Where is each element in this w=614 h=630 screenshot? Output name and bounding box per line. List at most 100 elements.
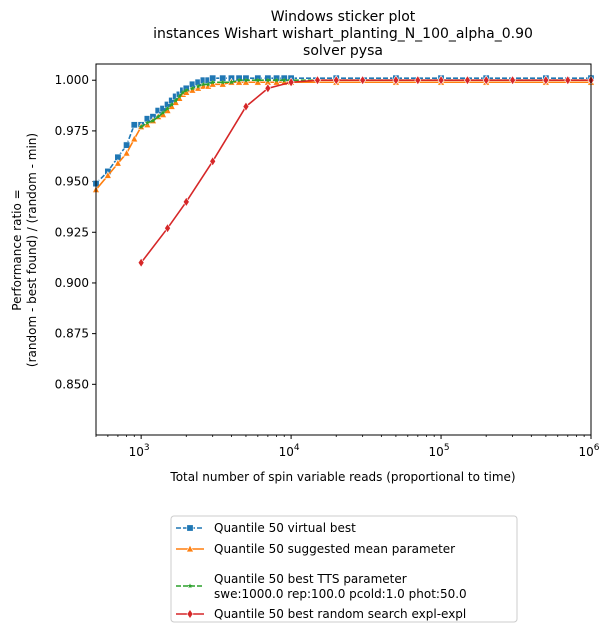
legend-label: Quantile 50 best random search expl-expl	[214, 607, 466, 621]
data-point	[176, 93, 182, 99]
data-point	[160, 110, 166, 115]
data-point	[564, 75, 572, 86]
legend-entry-1: Quantile 50 virtual best	[176, 521, 356, 535]
series-line	[140, 79, 591, 264]
y-tick-label: 0.875	[55, 327, 89, 341]
data-series	[91, 74, 596, 268]
x-tick-exponent: 5	[444, 443, 450, 453]
legend-entry-3: Quantile 50 best TTS parameter swe:1000.0…	[176, 572, 467, 601]
data-point	[464, 75, 471, 86]
data-point	[169, 101, 175, 107]
legend-entry-2: Quantile 50 suggested mean parameter	[176, 542, 455, 556]
data-point	[264, 83, 272, 94]
data-point	[509, 75, 516, 86]
x-tick-exponent: 4	[294, 443, 300, 453]
legend-label: Quantile 50 virtual best	[214, 521, 356, 535]
data-point	[130, 134, 139, 143]
data-point	[265, 77, 271, 83]
data-point	[243, 77, 249, 83]
data-point	[130, 121, 138, 129]
data-point	[228, 79, 234, 85]
data-point	[314, 75, 321, 86]
y-tick-label: 0.850	[55, 377, 89, 391]
data-point	[182, 196, 190, 207]
x-tick-exponent: 6	[594, 443, 600, 453]
data-point	[150, 118, 156, 123]
series-2	[91, 77, 596, 193]
data-point	[165, 106, 171, 111]
series-line	[95, 77, 591, 185]
data-point	[205, 81, 211, 87]
x-tick-label: 103	[129, 443, 150, 459]
legend-marker	[185, 544, 195, 553]
data-point	[113, 158, 122, 167]
legend-marker	[186, 608, 194, 620]
data-point	[241, 77, 250, 86]
data-point	[281, 77, 287, 83]
data-point	[199, 81, 208, 90]
data-point	[183, 87, 189, 93]
data-point	[235, 77, 244, 86]
x-axis-ticks: 103 104 105 106	[95, 435, 600, 459]
data-point	[200, 81, 206, 87]
data-point	[164, 223, 171, 234]
y-tick-label: 0.900	[55, 276, 89, 290]
data-point	[274, 77, 280, 83]
data-point	[359, 75, 367, 86]
plot-frame	[95, 63, 592, 436]
x-tick-base: 10	[129, 445, 144, 459]
legend-label-line: Quantile 50 best TTS parameter	[214, 572, 407, 586]
legend-marker	[187, 583, 193, 589]
legend-marker	[186, 524, 194, 532]
x-tick-base: 10	[279, 445, 294, 459]
chart-title-line-3: solver pysa	[303, 43, 383, 59]
data-point	[220, 79, 226, 85]
data-point	[137, 257, 145, 268]
y-tick-label: 0.925	[55, 225, 89, 239]
chart-title-line-1: Windows sticker plot	[271, 9, 416, 25]
x-tick-base: 10	[578, 445, 593, 459]
x-tick-label: 104	[279, 443, 300, 459]
legend-box	[170, 515, 518, 623]
series-1	[92, 74, 595, 188]
x-tick-label: 106	[578, 443, 599, 459]
chart-title-line-2: instances Wishart wishart_planting_N_100…	[153, 26, 533, 42]
data-point	[210, 79, 216, 85]
chart-title: Windows sticker plot instances Wishart w…	[153, 9, 533, 59]
data-point	[194, 83, 203, 92]
data-point	[173, 97, 179, 103]
data-point	[242, 101, 250, 112]
series-4	[137, 75, 595, 268]
data-point	[190, 85, 195, 91]
data-point	[253, 77, 262, 86]
data-point	[143, 120, 152, 128]
data-point	[255, 77, 261, 83]
y-axis-label-line-2: (random - best found) / (random - min)	[25, 133, 39, 367]
data-point	[414, 75, 422, 86]
data-point	[138, 124, 144, 129]
data-point	[144, 120, 150, 125]
data-point	[542, 75, 550, 86]
data-point	[122, 148, 131, 157]
x-tick-exponent: 3	[144, 443, 150, 453]
data-point	[482, 75, 490, 86]
data-point	[195, 83, 201, 89]
data-point	[332, 75, 340, 86]
data-point	[218, 79, 227, 88]
legend-label-line: swe:1000.0 rep:100.0 pcold:1.0 phot:50.0	[214, 587, 467, 601]
data-point	[437, 75, 445, 86]
y-tick-label: 1.000	[55, 73, 89, 87]
data-point	[236, 77, 242, 83]
y-tick-label: 0.950	[55, 175, 89, 189]
legend-label: Quantile 50 best TTS parameter swe:1000.0…	[214, 572, 467, 601]
x-tick-label: 105	[429, 443, 450, 459]
x-axis-label: Total number of spin variable reads (pro…	[169, 470, 515, 484]
y-axis-label: Performance ratio = (random - best found…	[10, 133, 39, 367]
data-point	[123, 141, 131, 149]
data-point	[287, 77, 295, 88]
legend-label: Quantile 50 suggested mean parameter	[214, 542, 455, 556]
y-axis-label-line-1: Performance ratio =	[10, 189, 24, 310]
data-point	[392, 75, 400, 86]
x-tick-base: 10	[429, 445, 444, 459]
